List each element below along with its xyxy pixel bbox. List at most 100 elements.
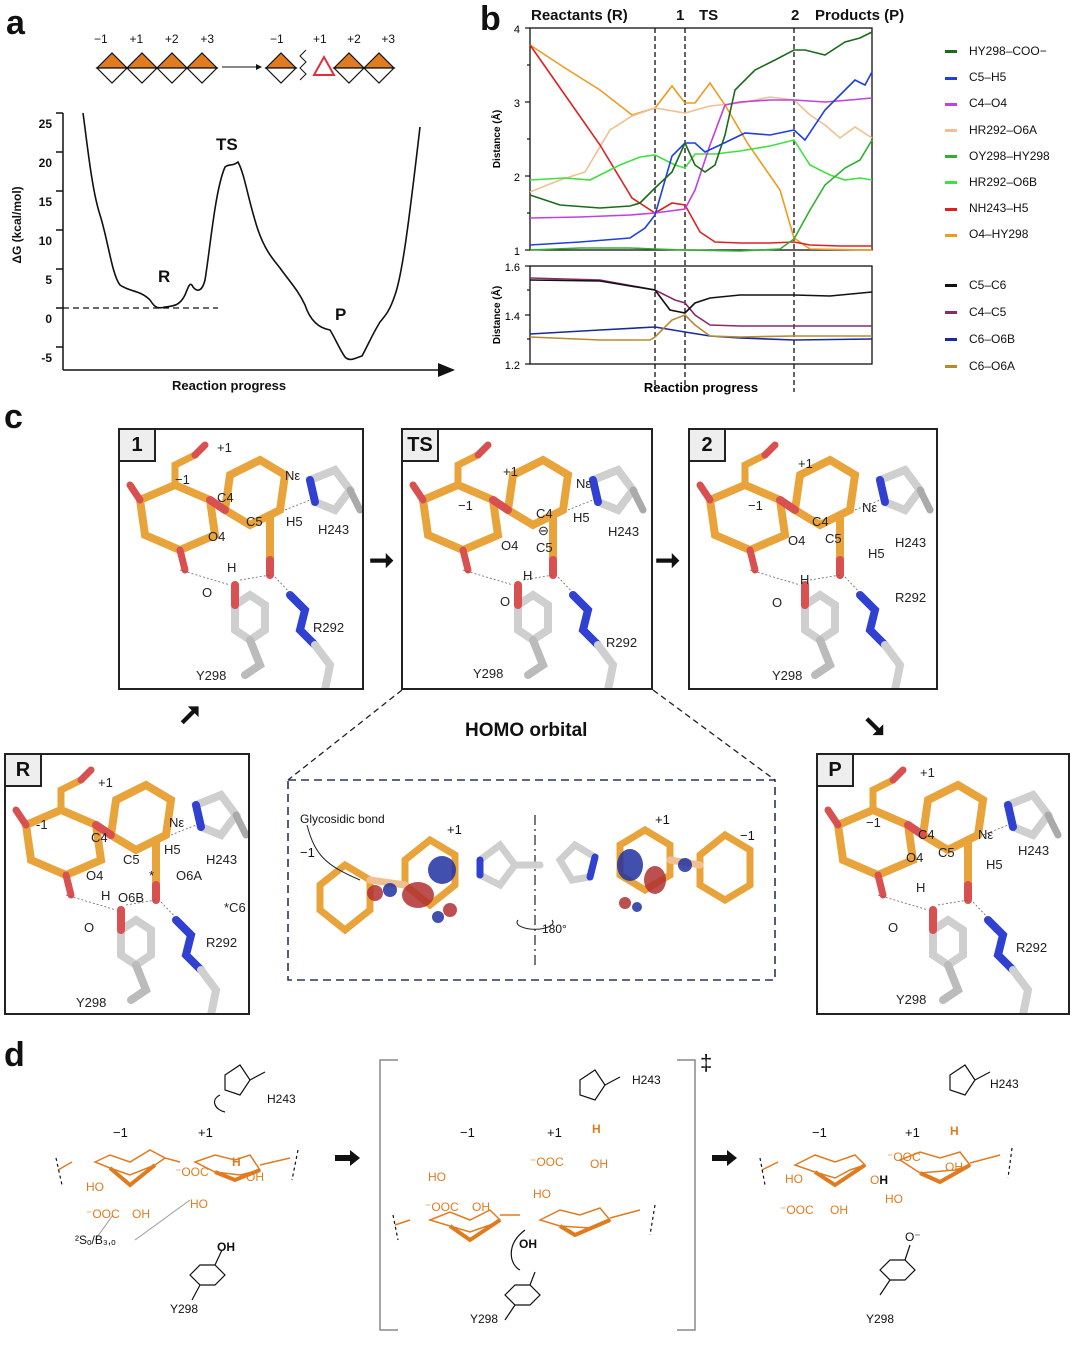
subsite-plus1-label: +1 (920, 765, 935, 780)
residue-h243-label: H243 (1018, 843, 1050, 858)
d1-ho-label: HO (86, 1180, 104, 1194)
residue-r292-label: R292 (206, 935, 238, 950)
atom-o-label: O (888, 920, 899, 935)
homo-left-molecule (306, 824, 544, 935)
subsite-minus1-label: −1 (458, 498, 473, 513)
atom-h-label: H (800, 572, 810, 587)
d1-plus1: +1 (198, 1125, 213, 1140)
legend-item: C6–O6B (945, 326, 1015, 353)
legend-item: C4–C5 (945, 299, 1015, 326)
atom-o-label: O (202, 585, 213, 600)
d3-ho-plus1: HO (885, 1192, 903, 1206)
legend-swatch (945, 284, 957, 288)
legend-swatch (945, 338, 957, 342)
residue-h243-label: H243 (318, 522, 350, 537)
d1-ooc-plus1: ⁻OOC (175, 1165, 209, 1179)
subsite-label: +3 (381, 32, 395, 46)
rotation-arrow-icon (516, 919, 554, 930)
structure-box-1: 1 −1 +1 C4 C5 O4 Nε H5 H243 H O R292 Y29… (118, 428, 364, 690)
atom-h5-label: H5 (286, 514, 303, 529)
d1-minus1: −1 (113, 1125, 128, 1140)
legend-swatch (945, 50, 957, 54)
d2-tyr-oh: OH (519, 1237, 537, 1251)
legend-top: HY298–COO− C5–H5 C4–O4 HR292–O6A OY298–H… (945, 38, 1050, 248)
panel-a-ylabel: ΔG (kcal/mol) (10, 186, 24, 264)
homo-right-minus1: −1 (740, 828, 755, 843)
transition-state-dagger: ‡ (700, 1050, 713, 1075)
residue-y298-label: Y298 (896, 992, 927, 1007)
legend-swatch (945, 128, 957, 132)
state-tag: TS (403, 430, 439, 462)
atom-o4-label: O4 (906, 850, 924, 865)
atom-c4-label: C4 (536, 506, 553, 521)
atom-ne-label: Nε (862, 500, 878, 515)
ytick: 0 (45, 312, 52, 326)
residue-r292-label: R292 (606, 635, 638, 650)
atom-ne-label: Nε (285, 468, 301, 483)
state-tag: 1 (120, 430, 156, 462)
homo-left-minus1: −1 (300, 845, 315, 860)
atom-o4-label: O4 (208, 529, 226, 544)
subsite-label: +1 (129, 32, 144, 46)
legend-label: C4–O4 (969, 96, 1008, 111)
d2-ho-plus1: HO (533, 1187, 551, 1201)
ytick: 25 (38, 117, 52, 131)
d2-minus1: −1 (460, 1125, 475, 1140)
atom-h-label: H (523, 568, 533, 583)
atom-c4-label: C4 (812, 514, 829, 529)
subsite-label: +2 (164, 32, 179, 46)
legend-swatch (945, 102, 957, 106)
structure-box-p: P −1 +1 C4 C5 O4 Nε H5 H243 H O R292 Y29… (816, 753, 1070, 1015)
curve-c4-o4 (529, 97, 873, 219)
ts-bracket-left (379, 1059, 398, 1331)
oligosaccharide-schematic-before (95, 52, 219, 84)
legend-label: C6–O6B (969, 332, 1016, 346)
legend-label: HY298–COO− (969, 44, 1047, 58)
residue-y298-label: Y298 (76, 995, 107, 1010)
d2-his-label: H243 (632, 1073, 661, 1087)
d1-oh-plus1: OH (246, 1170, 264, 1184)
atom-c5-label: C5 (825, 531, 842, 546)
state-tag: 2 (690, 430, 726, 462)
panel-d-svg (55, 1059, 1013, 1331)
atom-h-label: H (227, 560, 237, 575)
legend-swatch (945, 76, 957, 80)
ytick: 1 (514, 246, 520, 258)
d2-oh-plus1: OH (590, 1157, 608, 1171)
atom-o-label: O (772, 595, 783, 610)
homo-right-molecule (555, 825, 754, 912)
legend-item: C5–C6 (945, 272, 1015, 299)
residue-y298-label: Y298 (772, 668, 803, 683)
label-state-1: 1 (676, 7, 685, 24)
label-r: R (158, 267, 171, 286)
ytick: 5 (45, 273, 52, 287)
curve-hy298-coo (529, 31, 873, 209)
glycosidic-bond-label: Glycosidic bond (300, 812, 385, 826)
structure-box-r: R -1 +1 C4 C5 O4 Nε H5 H243 O6A O6B *C6 … (4, 753, 250, 1015)
state-tag: R (6, 755, 42, 787)
c6-asterisk: * (149, 868, 155, 883)
homo-right-plus1: +1 (655, 812, 670, 827)
subsite-minus1-label: -1 (36, 817, 48, 832)
d3-his-label: H243 (990, 1077, 1019, 1091)
ytick: 20 (38, 156, 52, 170)
residue-r292-label: R292 (313, 620, 345, 635)
subsite-minus1-label: −1 (175, 472, 190, 487)
d3-oh-cleaved: OH (870, 1173, 888, 1187)
d2-ooc-plus1: ⁻OOC (530, 1155, 564, 1169)
d2-plus1: +1 (547, 1125, 562, 1140)
d1-ho-plus1: HO (190, 1197, 208, 1211)
subsite-label: +1 (313, 32, 327, 46)
d2-ooc-minus1: ⁻OOC (425, 1200, 459, 1214)
legend-swatch (945, 311, 957, 315)
legend-label: O4–HY298 (969, 227, 1029, 242)
subsite-label: +2 (347, 32, 361, 46)
structure-box-2: 2 −1 +1 C4 C5 O4 Nε H5 H243 H O R292 Y29… (688, 428, 938, 690)
legend-label: C5–H5 (969, 70, 1007, 85)
stage3-scheme (759, 1064, 1013, 1296)
residue-h243-label: H243 (608, 524, 640, 539)
panel-a-letter: a (6, 4, 25, 42)
panel-b-svg: 4 3 2 1 Distance (Å) 1.6 1.4 1.2 Distanc… (490, 24, 873, 395)
d2-ho-label: HO (428, 1170, 446, 1184)
legend-item: OY298–HY298 (945, 143, 1050, 169)
